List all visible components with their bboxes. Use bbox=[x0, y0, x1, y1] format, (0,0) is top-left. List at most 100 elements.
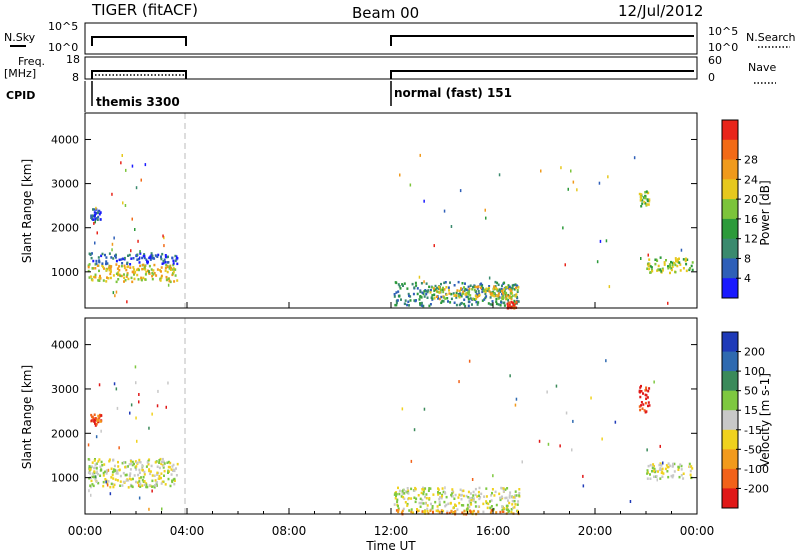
data-cell bbox=[95, 206, 97, 210]
data-cell bbox=[640, 194, 643, 197]
data-cell bbox=[475, 297, 478, 300]
data-cell bbox=[93, 470, 96, 473]
data-cell bbox=[546, 390, 548, 394]
data-cell bbox=[614, 420, 617, 424]
data-cell bbox=[161, 460, 163, 464]
data-cell bbox=[466, 503, 469, 507]
data-cell bbox=[514, 295, 517, 298]
x-tick-label: 16:00 bbox=[476, 524, 511, 538]
data-cell bbox=[167, 471, 169, 474]
data-cell bbox=[599, 239, 602, 243]
data-cell bbox=[172, 262, 175, 265]
data-cell bbox=[145, 465, 148, 468]
data-cell bbox=[489, 303, 492, 306]
data-cell bbox=[476, 285, 479, 289]
data-cell bbox=[102, 279, 105, 282]
data-cell bbox=[665, 259, 667, 262]
data-cell bbox=[514, 286, 517, 290]
data-cell bbox=[406, 287, 409, 290]
data-cell bbox=[572, 180, 575, 184]
data-cell bbox=[691, 467, 694, 470]
data-cell bbox=[608, 285, 611, 289]
data-cell bbox=[111, 470, 114, 474]
data-cell bbox=[511, 499, 514, 503]
data-cell bbox=[158, 477, 161, 480]
data-cell bbox=[501, 292, 504, 296]
data-cell bbox=[501, 487, 504, 490]
data-cell bbox=[119, 484, 122, 487]
data-cell bbox=[141, 484, 144, 487]
data-cell bbox=[98, 213, 101, 216]
data-cell bbox=[173, 479, 176, 482]
data-cell bbox=[422, 510, 425, 514]
data-cell bbox=[174, 259, 177, 263]
data-cell bbox=[137, 239, 139, 243]
data-cell bbox=[117, 465, 120, 468]
data-cell bbox=[671, 475, 674, 479]
data-cell bbox=[399, 287, 402, 290]
data-cell bbox=[160, 257, 163, 261]
data-cell bbox=[468, 287, 471, 291]
data-cell bbox=[470, 497, 473, 500]
data-cell bbox=[454, 493, 457, 497]
data-cell bbox=[598, 181, 601, 185]
data-cell bbox=[495, 297, 498, 301]
data-cell bbox=[154, 484, 157, 487]
data-cell bbox=[425, 282, 428, 285]
data-cell bbox=[680, 468, 683, 471]
cpid-2-label: normal (fast) 151 bbox=[394, 86, 512, 100]
data-cell bbox=[426, 504, 429, 507]
data-cell bbox=[127, 479, 130, 482]
data-cell bbox=[168, 465, 171, 469]
data-cell bbox=[93, 475, 95, 479]
data-cell bbox=[95, 211, 98, 215]
data-cell bbox=[133, 268, 136, 271]
data-cell bbox=[139, 250, 141, 254]
data-cell bbox=[643, 196, 646, 200]
colorbar-segment bbox=[722, 371, 738, 392]
data-cell bbox=[446, 297, 449, 300]
data-cell bbox=[507, 499, 509, 502]
data-cell bbox=[129, 472, 132, 475]
data-cell bbox=[431, 297, 434, 300]
data-cell bbox=[502, 490, 505, 493]
data-cell bbox=[145, 483, 148, 486]
data-cell bbox=[440, 301, 443, 304]
data-cell bbox=[503, 288, 505, 291]
data-cell bbox=[158, 474, 161, 478]
data-cell bbox=[87, 443, 90, 447]
data-cell bbox=[166, 270, 169, 274]
data-cell bbox=[469, 510, 472, 514]
x-tick-label: 12:00 bbox=[374, 524, 409, 538]
beam-label: Beam 00 bbox=[352, 4, 419, 22]
data-cell bbox=[402, 284, 404, 287]
data-cell bbox=[516, 288, 519, 292]
colorbar-segment bbox=[722, 238, 738, 259]
data-cell bbox=[106, 262, 109, 265]
data-cell bbox=[111, 248, 113, 252]
data-cell bbox=[484, 296, 487, 300]
data-cell bbox=[175, 474, 178, 477]
data-cell bbox=[171, 273, 174, 277]
data-cell bbox=[123, 256, 126, 260]
data-cell bbox=[649, 271, 652, 274]
colorbar-segment bbox=[722, 159, 738, 180]
data-cell bbox=[443, 281, 446, 285]
data-cell bbox=[404, 501, 407, 504]
data-cell bbox=[661, 475, 664, 478]
data-cell bbox=[471, 288, 474, 291]
colorbar-tick-label: 100 bbox=[744, 365, 765, 378]
data-cell bbox=[95, 467, 98, 470]
data-cell bbox=[690, 465, 693, 468]
data-cell bbox=[100, 468, 103, 471]
data-cell bbox=[169, 461, 172, 465]
data-cell bbox=[466, 291, 469, 294]
nsky-tick-bottom: 10^0 bbox=[48, 41, 78, 54]
data-cell bbox=[107, 480, 110, 483]
data-cell bbox=[94, 478, 97, 481]
data-cell bbox=[511, 287, 514, 290]
data-cell bbox=[164, 269, 167, 272]
data-cell bbox=[102, 484, 105, 488]
data-cell bbox=[148, 507, 150, 511]
data-cell bbox=[669, 464, 672, 468]
